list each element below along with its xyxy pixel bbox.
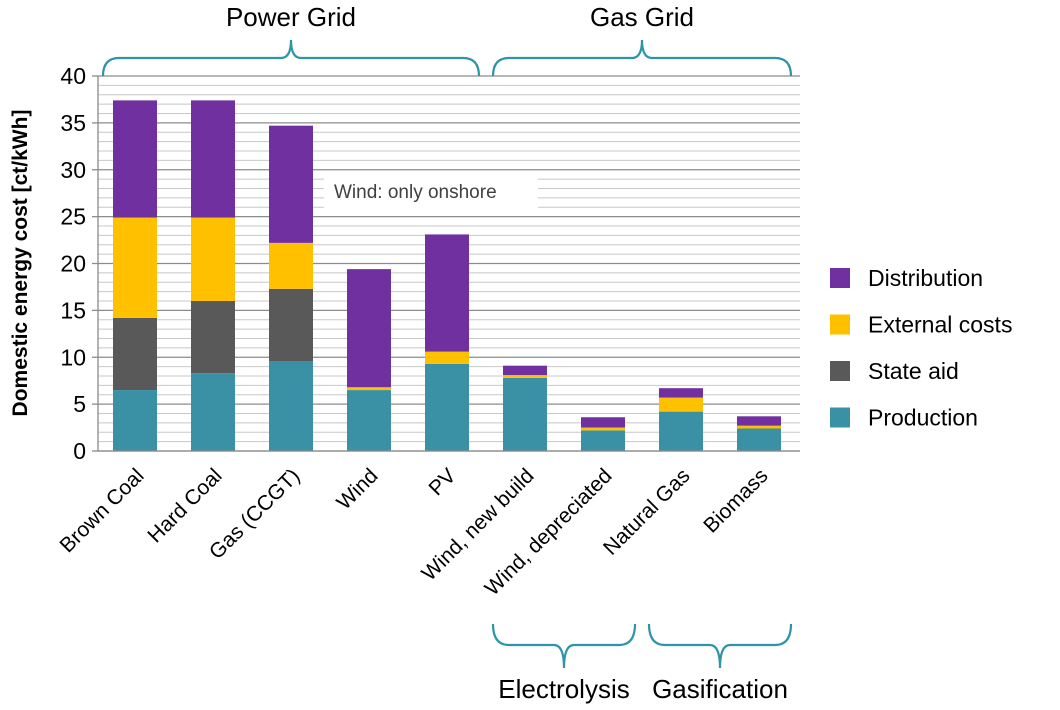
bar-wind-distribution — [347, 269, 391, 388]
x-tick-label-brown-coal: Brown Coal — [56, 464, 149, 557]
annotation-layer: Wind: only onshore — [324, 174, 538, 210]
legend-label-external-costs: External costs — [868, 312, 1012, 338]
bars-layer — [113, 100, 781, 451]
x-tick-label-hard-coal: Hard Coal — [143, 464, 226, 547]
annotation-box — [324, 174, 538, 210]
bar-hard-coal-production — [191, 373, 235, 451]
legend-swatch-external-costs — [830, 314, 850, 335]
bracket-gasification — [647, 623, 793, 669]
bar-natural-gas-distribution — [659, 388, 703, 398]
bracket-electrolysis — [491, 623, 637, 669]
y-tick-label: 35 — [60, 110, 86, 136]
y-tick-label: 25 — [60, 204, 86, 230]
y-tick-label: 0 — [73, 438, 86, 464]
legend: Distribution External costs State aid Produ… — [830, 265, 1012, 431]
group-label-power-grid: Power Grid — [226, 2, 356, 32]
bar-wind-depreciated-external-costs — [581, 427, 625, 431]
bar-gas-ccgt-distribution — [269, 125, 313, 243]
bar-gas-ccgt-state-aid — [269, 288, 313, 361]
y-tick-label: 5 — [73, 391, 86, 417]
group-label-gasification: Gasification — [652, 674, 788, 704]
legend-swatch-production — [830, 407, 850, 428]
bar-brown-coal-state-aid — [113, 317, 157, 391]
bar-hard-coal-distribution — [191, 100, 235, 218]
group-label-gas-grid: Gas Grid — [590, 2, 694, 32]
bar-pv-distribution — [425, 234, 469, 352]
bar-natural-gas-production — [659, 411, 703, 451]
annotation-wind-onshore: Wind: only onshore — [334, 182, 497, 203]
y-tick-label: 30 — [60, 157, 86, 183]
legend-label-distribution: Distribution — [868, 265, 983, 291]
bar-biomass-distribution — [737, 416, 781, 426]
bar-brown-coal-production — [113, 390, 157, 451]
x-tick-label-pv: PV — [424, 464, 460, 500]
bar-wind-new-build-distribution — [503, 365, 547, 376]
bar-biomass-production — [737, 428, 781, 451]
y-tick-label: 15 — [60, 297, 86, 323]
bar-gas-ccgt-production — [269, 361, 313, 451]
group-label-electrolysis: Electrolysis — [498, 674, 629, 704]
bar-wind-new-build-production — [503, 377, 547, 451]
legend-swatch-state-aid — [830, 361, 850, 381]
bar-wind-new-build-external-costs — [503, 375, 547, 378]
y-tick-label: 10 — [60, 344, 86, 370]
bar-hard-coal-state-aid — [191, 301, 235, 374]
bar-wind-depreciated-distribution — [581, 417, 625, 428]
bar-gas-ccgt-external-costs — [269, 242, 313, 289]
bar-wind-external-costs — [347, 387, 391, 391]
x-tick-label-biomass: Biomass — [699, 464, 772, 537]
y-tick-label: 40 — [60, 63, 86, 89]
bar-natural-gas-external-costs — [659, 397, 703, 412]
bracket-gas-grid — [491, 39, 793, 77]
legend-label-state-aid: State aid — [868, 358, 959, 384]
bar-pv-external-costs — [425, 351, 469, 364]
bar-biomass-external-costs — [737, 425, 781, 429]
bar-wind-depreciated-production — [581, 430, 625, 451]
bar-brown-coal-distribution — [113, 100, 157, 218]
y-tick-label: 20 — [60, 251, 86, 277]
legend-swatch-distribution — [830, 268, 850, 288]
bar-wind-production — [347, 390, 391, 451]
legend-label-production: Production — [868, 405, 978, 431]
y-axis-label: Domestic energy cost [ct/kWh] — [9, 110, 32, 417]
bar-pv-production — [425, 363, 469, 451]
group-brackets: Power Grid Gas Grid Electrolysis Gasificati… — [101, 2, 793, 704]
x-tick-label-wind: Wind — [332, 464, 382, 514]
bar-hard-coal-external-costs — [191, 217, 235, 301]
bar-brown-coal-external-costs — [113, 217, 157, 318]
bracket-power-grid — [101, 39, 481, 77]
